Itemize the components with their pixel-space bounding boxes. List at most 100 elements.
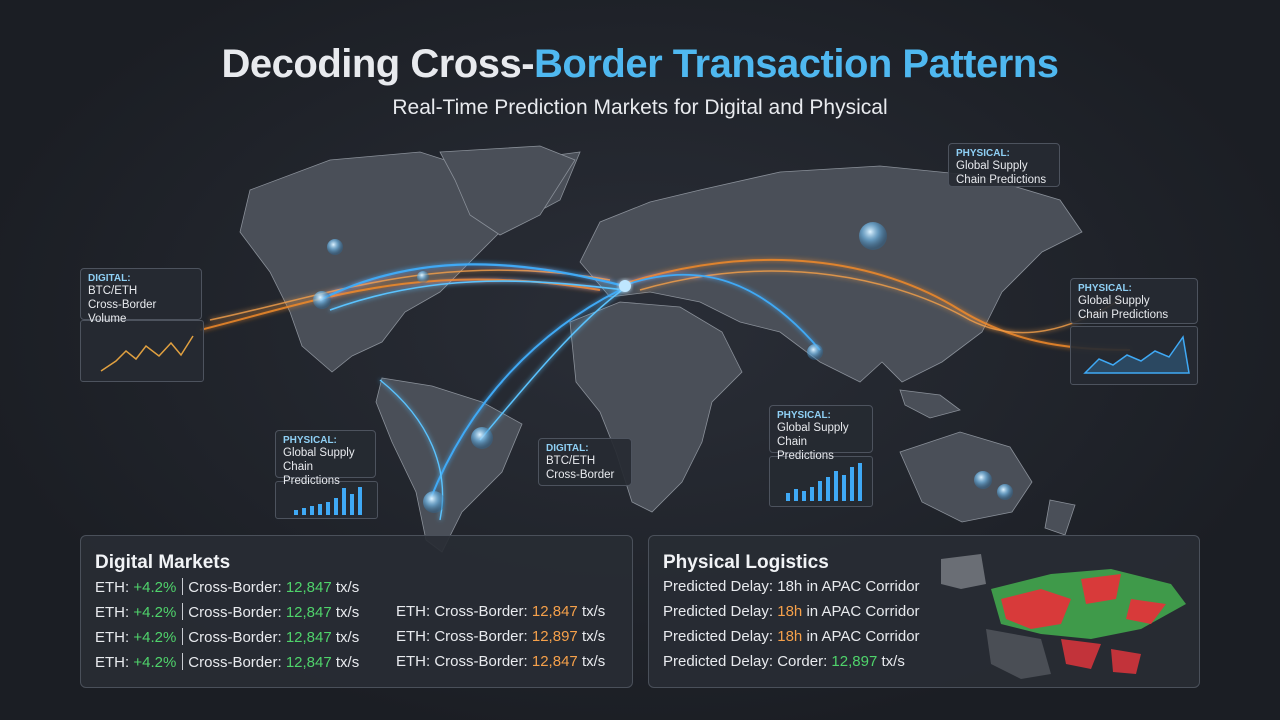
row-value: 12,847: [285, 629, 332, 646]
row-unit: tx/s: [581, 653, 606, 670]
row-change: +4.2%: [133, 579, 177, 596]
callout: PHYSICAL: Global Supply Chain Predictions: [1070, 278, 1198, 324]
divider: [182, 578, 184, 595]
row-value: 12,847: [531, 603, 578, 620]
row-unit: tx/s: [335, 654, 360, 671]
callout-line: Chain Predictions: [956, 174, 1047, 186]
callout: DIGITAL: BTC/ETH Cross-Border: [538, 438, 632, 486]
divider: [182, 653, 184, 670]
callout-tag: PHYSICAL:: [956, 148, 1010, 159]
callout-line: Cross-Border: [546, 469, 615, 481]
callout-line: BTC/ETH: [546, 455, 596, 467]
greenland: [439, 145, 576, 236]
row-unit: tx/s: [581, 628, 606, 645]
mini-bars: [294, 487, 362, 515]
mini-bar-chart: [275, 481, 378, 519]
digital-panel: Digital Markets ETH: +4.2% Cross-Border: …: [80, 535, 633, 688]
physical-panel: Physical Logistics Predicted Delay: 18h …: [648, 535, 1200, 688]
heat-map: [941, 554, 1186, 679]
divider: [182, 603, 184, 620]
market-row: ETH: +4.2% Cross-Border: 12,847 tx/s: [95, 653, 359, 671]
callout: DIGITAL: BTC/ETH Cross-Border Volume: [80, 268, 202, 325]
hub: [327, 239, 343, 255]
row-metric: Cross-Border:: [188, 629, 282, 646]
row-value: 12,847: [285, 654, 332, 671]
row-metric: Cross-Border:: [188, 579, 282, 596]
row-value: 18h: [777, 578, 803, 595]
hub: [997, 484, 1013, 500]
row-label: ETH:: [95, 604, 130, 621]
logistics-row: Predicted Delay: 18h in APAC Corridor: [663, 603, 920, 620]
row-change: +4.2%: [133, 604, 177, 621]
row-value: 12,897: [831, 653, 878, 670]
row-label: ETH: Cross-Border:: [396, 603, 528, 620]
row-unit: tx/s: [335, 604, 360, 621]
hub: [423, 491, 445, 513]
row-label: ETH:: [95, 629, 130, 646]
mini-area-chart: [1070, 326, 1198, 385]
title-accent: Border Transaction Patterns: [534, 42, 1059, 86]
mini-line: [100, 335, 194, 372]
callout-tag: DIGITAL:: [546, 443, 589, 454]
row-value: 12,847: [285, 579, 332, 596]
callout: PHYSICAL: Global Supply Chain Predictions: [769, 405, 873, 462]
hub: [619, 280, 631, 292]
hub: [471, 427, 493, 449]
subtitle: Real-Time Prediction Markets for Digital…: [392, 96, 888, 119]
callout-line: Chain Predictions: [283, 461, 340, 487]
callout-tag: PHYSICAL:: [777, 410, 831, 421]
flow-blue: [319, 263, 621, 301]
flow-blue: [479, 287, 626, 441]
title: Decoding Cross-Border Transaction Patter…: [0, 42, 1280, 87]
mini-area: [1083, 335, 1190, 374]
market-row: ETH: Cross-Border: 12,847 tx/s: [396, 653, 605, 670]
row-change: +4.2%: [133, 654, 177, 671]
callout-tag: DIGITAL:: [88, 273, 131, 284]
region-gray: [941, 554, 986, 589]
hub: [313, 291, 331, 309]
callout-line: Cross-Border Volume: [88, 299, 157, 325]
flow-orange: [639, 270, 1121, 334]
row-suffix: tx/s: [881, 653, 905, 670]
row-value: 12,847: [531, 653, 578, 670]
market-row: ETH: +4.2% Cross-Border: 12,847 tx/s: [95, 578, 359, 596]
row-value: 18h: [777, 603, 803, 620]
flows: [199, 258, 1131, 521]
row-suffix: in APAC Corridor: [806, 578, 920, 595]
mini-line-chart: [80, 320, 204, 382]
row-label: ETH: Cross-Border:: [396, 628, 528, 645]
divider: [182, 628, 184, 645]
market-row: ETH: +4.2% Cross-Border: 12,847 tx/s: [95, 628, 359, 646]
market-row: ETH: Cross-Border: 12,847 tx/s: [396, 603, 605, 620]
row-suffix: in APAC Corridor: [806, 628, 920, 645]
continents: [239, 145, 1083, 553]
market-row: ETH: +4.2% Cross-Border: 12,847 tx/s: [95, 603, 359, 621]
row-prefix: Predicted Delay: Corder:: [663, 653, 828, 670]
row-unit: tx/s: [335, 629, 360, 646]
callout: PHYSICAL: Global Supply Chain Predictions: [948, 143, 1060, 187]
mini-bar-chart: [769, 456, 873, 507]
region-red: [1001, 574, 1166, 629]
hub: [417, 271, 429, 283]
callout-line: Chain Predictions: [1078, 309, 1169, 321]
flow-blue: [624, 273, 821, 351]
hub: [974, 471, 992, 489]
mini-bars: [786, 463, 862, 501]
row-prefix: Predicted Delay:: [663, 628, 774, 645]
row-change: +4.2%: [133, 629, 177, 646]
title-lead: Decoding Cross-: [221, 42, 535, 86]
panel-title: Physical Logistics: [663, 552, 829, 573]
logistics-row: Predicted Delay: 18h in APAC Corridor: [663, 578, 920, 595]
callout-line: Global Supply: [1078, 295, 1150, 307]
hubs: [313, 222, 1013, 513]
market-row: ETH: Cross-Border: 12,897 tx/s: [396, 628, 605, 645]
hub: [859, 222, 887, 250]
flow-orange: [619, 258, 1131, 351]
row-prefix: Predicted Delay:: [663, 578, 774, 595]
logistics-row: Predicted Delay: Corder: 12,897 tx/s: [663, 653, 905, 670]
row-value: 12,847: [285, 604, 332, 621]
callout-line: Global Supply: [956, 160, 1028, 172]
callout-line: Global Supply: [777, 422, 849, 434]
